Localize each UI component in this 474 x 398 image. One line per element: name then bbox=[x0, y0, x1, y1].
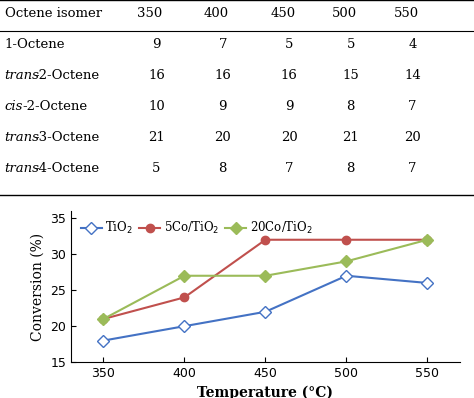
Text: 16: 16 bbox=[214, 69, 231, 82]
Text: trans: trans bbox=[5, 131, 40, 144]
Text: 550: 550 bbox=[393, 8, 419, 20]
Text: 4: 4 bbox=[408, 38, 417, 51]
Text: 15: 15 bbox=[342, 69, 359, 82]
TiO$_2$ bbox=[100, 338, 106, 343]
Text: 5: 5 bbox=[285, 38, 293, 51]
Text: 450: 450 bbox=[270, 8, 295, 20]
20Co/TiO$_2$ bbox=[182, 273, 187, 278]
Text: 7: 7 bbox=[285, 162, 293, 175]
20Co/TiO$_2$ bbox=[100, 316, 106, 321]
5Co/TiO$_2$ bbox=[100, 316, 106, 321]
Line: 5Co/TiO$_2$: 5Co/TiO$_2$ bbox=[100, 236, 431, 323]
Text: 14: 14 bbox=[404, 69, 421, 82]
Text: 7: 7 bbox=[408, 162, 417, 175]
Text: 500: 500 bbox=[332, 8, 357, 20]
Text: 20: 20 bbox=[281, 131, 298, 144]
Y-axis label: Conversion (%): Conversion (%) bbox=[31, 232, 45, 341]
Text: -2-Octene: -2-Octene bbox=[23, 100, 88, 113]
TiO$_2$ bbox=[344, 273, 349, 278]
5Co/TiO$_2$ bbox=[182, 295, 187, 300]
Legend: TiO$_2$, 5Co/TiO$_2$, 20Co/TiO$_2$: TiO$_2$, 5Co/TiO$_2$, 20Co/TiO$_2$ bbox=[77, 217, 316, 240]
TiO$_2$ bbox=[425, 281, 430, 285]
Line: 20Co/TiO$_2$: 20Co/TiO$_2$ bbox=[100, 236, 431, 323]
5Co/TiO$_2$ bbox=[425, 237, 430, 242]
20Co/TiO$_2$ bbox=[344, 259, 349, 264]
Text: 5: 5 bbox=[346, 38, 355, 51]
Text: -2-Octene: -2-Octene bbox=[34, 69, 99, 82]
Text: 10: 10 bbox=[148, 100, 165, 113]
5Co/TiO$_2$ bbox=[344, 237, 349, 242]
Text: 1-Octene: 1-Octene bbox=[5, 38, 65, 51]
Text: 9: 9 bbox=[219, 100, 227, 113]
X-axis label: Temperature (°C): Temperature (°C) bbox=[198, 386, 333, 398]
Text: 16: 16 bbox=[281, 69, 298, 82]
TiO$_2$ bbox=[182, 324, 187, 329]
Text: -3-Octene: -3-Octene bbox=[34, 131, 100, 144]
Text: 9: 9 bbox=[285, 100, 293, 113]
TiO$_2$ bbox=[263, 309, 268, 314]
Line: TiO$_2$: TiO$_2$ bbox=[100, 271, 431, 345]
Text: 20: 20 bbox=[214, 131, 231, 144]
Text: 5: 5 bbox=[152, 162, 161, 175]
Text: cis: cis bbox=[5, 100, 23, 113]
Text: 20: 20 bbox=[404, 131, 421, 144]
20Co/TiO$_2$ bbox=[263, 273, 268, 278]
Text: 16: 16 bbox=[148, 69, 165, 82]
Text: 8: 8 bbox=[219, 162, 227, 175]
5Co/TiO$_2$ bbox=[263, 237, 268, 242]
Text: 350: 350 bbox=[137, 8, 163, 20]
Text: 9: 9 bbox=[152, 38, 161, 51]
Text: 400: 400 bbox=[204, 8, 229, 20]
Text: 21: 21 bbox=[148, 131, 165, 144]
Text: 7: 7 bbox=[408, 100, 417, 113]
Text: 8: 8 bbox=[346, 162, 355, 175]
Text: Octene isomer: Octene isomer bbox=[5, 8, 102, 20]
20Co/TiO$_2$ bbox=[425, 237, 430, 242]
Text: 7: 7 bbox=[219, 38, 227, 51]
Text: 8: 8 bbox=[346, 100, 355, 113]
Text: trans: trans bbox=[5, 162, 40, 175]
Text: 21: 21 bbox=[342, 131, 359, 144]
Text: trans: trans bbox=[5, 69, 40, 82]
Text: -4-Octene: -4-Octene bbox=[34, 162, 99, 175]
